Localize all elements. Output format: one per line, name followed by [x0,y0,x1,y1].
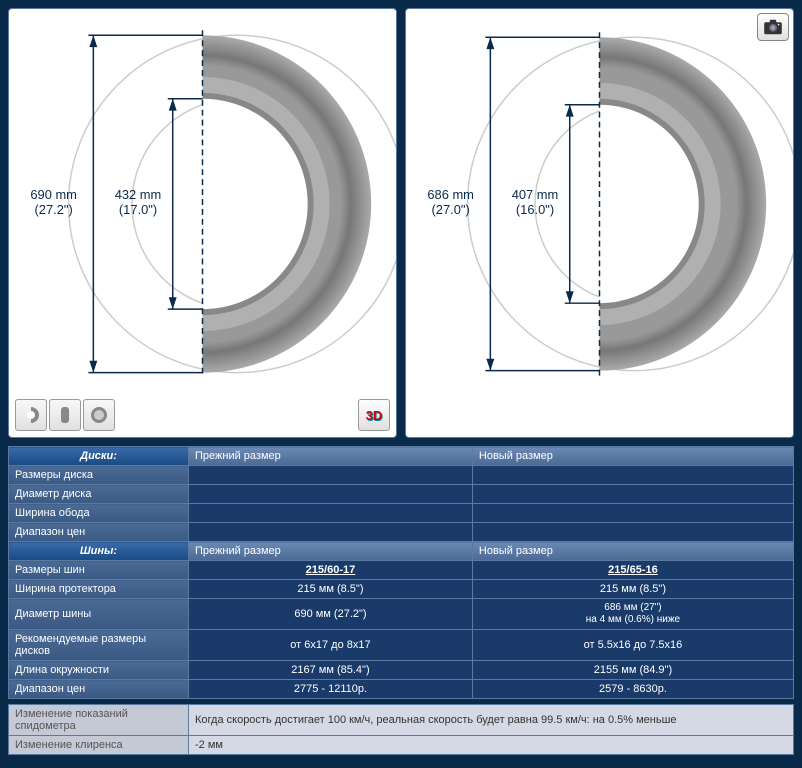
view-thumbnails [15,399,115,431]
row-label: Длина окружности [9,661,189,680]
row-label: Диаметр шины [9,599,189,630]
cell-new [472,466,793,485]
cell-old [189,466,473,485]
discs-header-row: Диски: Прежний размер Новый размер [9,447,794,466]
cell-old: от 6x17 до 8x17 [189,630,473,661]
tire-diagram-old: 690 mm (27.2") 432 mm (17.0") [9,9,396,389]
svg-text:(17.0"): (17.0") [119,202,157,217]
cell-new: 686 мм (27")на 4 мм (0.6%) ниже [472,599,793,630]
table-row: Рекомендуемые размеры дисков от 6x17 до … [9,630,794,661]
svg-text:690 mm: 690 mm [30,187,77,202]
cell-new [472,523,793,542]
cell-new[interactable]: 215/65-16 [472,561,793,580]
row-label: Размеры диска [9,466,189,485]
row-label: Диапазон цен [9,523,189,542]
cell-old [189,523,473,542]
cell-new: от 5.5x16 до 7.5x16 [472,630,793,661]
tire-panel-old: 690 mm (27.2") 432 mm (17.0") 3D [8,8,397,438]
table-row: Ширина протектора 215 мм (8.5") 215 мм (… [9,580,794,599]
svg-text:407 mm: 407 mm [512,187,559,202]
col-header-old: Прежний размер [189,447,473,466]
cell-new: 2579 - 8630р. [472,680,793,699]
row-label: Изменение клиренса [9,736,189,755]
tire-diagram-new: 686 mm (27.0") 407 mm (16.0") [406,9,793,389]
comparison-table: Диски: Прежний размер Новый размер Разме… [8,446,794,755]
cell-old [189,485,473,504]
cell-info: Когда скорость достигает 100 км/ч, реаль… [189,705,794,736]
col-header-new: Новый размер [472,447,793,466]
table-row: Изменение показаний спидометра Когда ско… [9,705,794,736]
tire-comparison-panels: 690 mm (27.2") 432 mm (17.0") 3D [8,8,794,438]
col-header-new-2: Новый размер [472,542,793,561]
svg-text:(16.0"): (16.0") [516,202,554,217]
view-iso-button[interactable] [83,399,115,431]
view-side-button[interactable] [15,399,47,431]
col-header-old-2: Прежний размер [189,542,473,561]
cell-new [472,485,793,504]
svg-text:432 mm: 432 mm [115,187,162,202]
cell-old [189,504,473,523]
row-label: Ширина обода [9,504,189,523]
row-label: Рекомендуемые размеры дисков [9,630,189,661]
cell-old: 2775 - 12110р. [189,680,473,699]
svg-text:686 mm: 686 mm [427,187,474,202]
svg-text:(27.2"): (27.2") [35,202,73,217]
table-row: Длина окружности 2167 мм (85.4") 2155 мм… [9,661,794,680]
table-row: Изменение клиренса -2 мм [9,736,794,755]
row-label: Диапазон цен [9,680,189,699]
3d-view-button[interactable]: 3D [358,399,390,431]
cell-old: 690 мм (27.2") [189,599,473,630]
cell-info: -2 мм [189,736,794,755]
row-label: Размеры шин [9,561,189,580]
cell-new: 2155 мм (84.9") [472,661,793,680]
camera-icon [763,19,783,35]
tires-section-header: Шины: [9,542,189,561]
table-row: Диаметр шины 690 мм (27.2") 686 мм (27")… [9,599,794,630]
svg-text:(27.0"): (27.0") [432,202,470,217]
cell-old: 2167 мм (85.4") [189,661,473,680]
table-row: Диаметр диска [9,485,794,504]
cell-old[interactable]: 215/60-17 [189,561,473,580]
cell-new [472,504,793,523]
table-row: Диапазон цен 2775 - 12110р. 2579 - 8630р… [9,680,794,699]
table-row: Размеры шин 215/60-17 215/65-16 [9,561,794,580]
cell-old: 215 мм (8.5") [189,580,473,599]
table-row: Диапазон цен [9,523,794,542]
row-label: Изменение показаний спидометра [9,705,189,736]
row-label: Ширина протектора [9,580,189,599]
cell-new: 215 мм (8.5") [472,580,793,599]
screenshot-button[interactable] [757,13,789,41]
view-front-button[interactable] [49,399,81,431]
table-row: Размеры диска [9,466,794,485]
table-row: Ширина обода [9,504,794,523]
tires-header-row: Шины: Прежний размер Новый размер [9,542,794,561]
discs-section-header: Диски: [9,447,189,466]
tire-panel-new: 686 mm (27.0") 407 mm (16.0") [405,8,794,438]
row-label: Диаметр диска [9,485,189,504]
